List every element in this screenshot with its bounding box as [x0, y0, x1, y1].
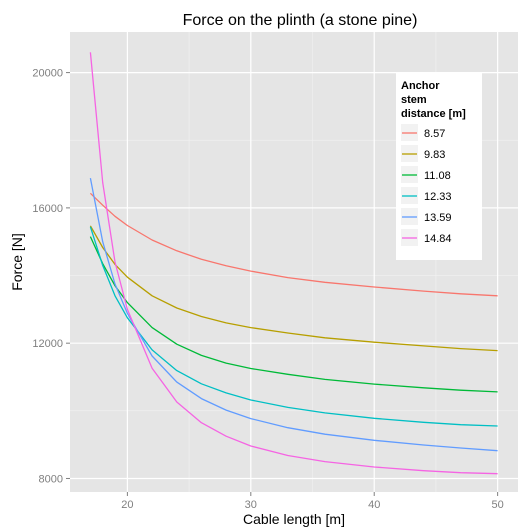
series-line-9.83 [89, 225, 498, 352]
legend-label-11.08: 11.08 [424, 170, 451, 182]
legend-title-line-3: distance [m] [401, 108, 466, 120]
series-line-8.57 [89, 192, 498, 297]
y-tick-label: 8000 [39, 473, 63, 485]
series-line-11.08 [89, 236, 498, 393]
x-axis-ticks: 20 30 40 50 [121, 492, 504, 511]
series-lines [89, 52, 498, 475]
legend-title-line-1: Anchor [401, 80, 440, 92]
y-tick-label: 12000 [32, 338, 63, 350]
series-line-13.59 [89, 177, 498, 452]
x-axis-title: Cable length [m] [243, 511, 345, 527]
legend-label-14.84: 14.84 [424, 233, 452, 245]
x-tick-label: 50 [492, 499, 504, 511]
y-axis-title: Force [N] [9, 233, 25, 291]
series-line-12.33 [89, 226, 498, 427]
legend-label-13.59: 13.59 [424, 212, 452, 224]
y-tick-label: 16000 [32, 203, 63, 215]
legend-label-12.33: 12.33 [424, 191, 452, 203]
legend-label-8.57: 8.57 [424, 128, 445, 140]
y-axis-ticks: 8000 12000 16000 20000 [32, 68, 70, 485]
chart-title: Force on the plinth (a stone pine) [183, 12, 418, 29]
legend: Anchor stem distance [m] 8.57 9.83 11.08 12… [396, 72, 482, 260]
legend-title-line-2: stem [401, 94, 427, 106]
legend-label-9.83: 9.83 [424, 149, 445, 161]
x-tick-label: 40 [368, 499, 380, 511]
x-tick-label: 20 [121, 499, 133, 511]
y-tick-label: 20000 [32, 68, 63, 80]
x-tick-label: 30 [245, 499, 257, 511]
series-line-14.84 [89, 52, 498, 475]
legend-items: 8.57 9.83 11.08 12.33 13.59 14.84 [401, 124, 452, 246]
